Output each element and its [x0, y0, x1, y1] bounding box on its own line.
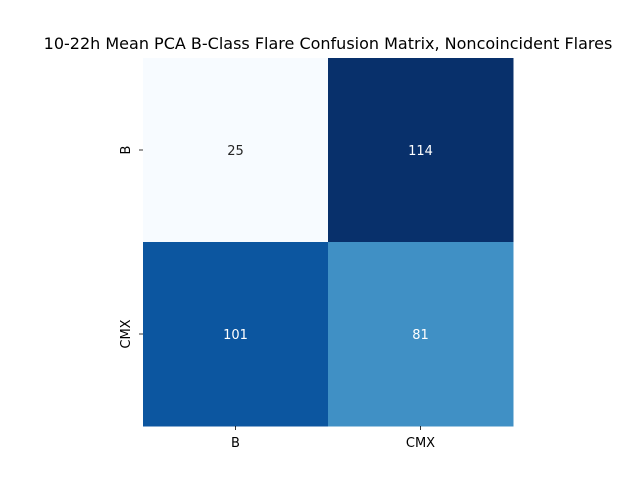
cell-value-label: 114 [408, 144, 433, 159]
cell-value-label: 101 [223, 328, 248, 343]
heatmap-cell-b-b [143, 58, 329, 243]
y-tick-label: CMX [119, 319, 134, 348]
cell-value-label: 25 [227, 144, 244, 159]
chart-title: 10-22h Mean PCA B-Class Flare Confusion … [44, 34, 613, 53]
heatmap-cell-cmx-b [143, 242, 329, 427]
y-tick-label: B [119, 146, 134, 155]
heatmap-cell-cmx-cmx [328, 242, 514, 427]
x-tick-label: CMX [406, 436, 435, 451]
heatmap-cells: 25 114 101 81 [143, 58, 514, 427]
heatmap-axes: B CMX B CMX [119, 146, 435, 451]
x-tick-label: B [231, 436, 240, 451]
cell-value-label: 81 [412, 328, 429, 343]
heatmap-cell-b-cmx [328, 58, 514, 243]
